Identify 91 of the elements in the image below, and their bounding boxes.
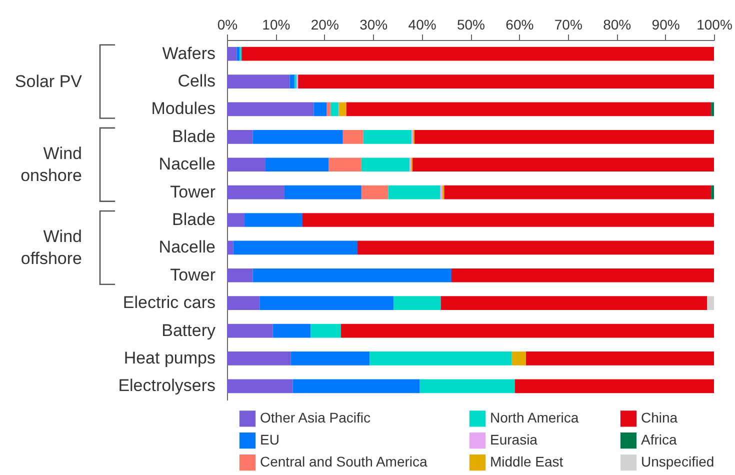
x-tick-label: 30%	[360, 16, 388, 32]
bar	[342, 130, 364, 144]
y-tick-label: Cells	[178, 72, 216, 91]
bar	[292, 379, 420, 394]
bar	[265, 158, 329, 172]
y-tick-label: Tower	[170, 182, 216, 202]
legend-label: Africa	[641, 432, 677, 448]
y-tick-label: Wafers	[162, 44, 216, 63]
text: Wind offshore	[20, 226, 82, 270]
x-tick-label: 40%	[408, 16, 436, 32]
legend-label: Other Asia Pacific	[260, 410, 370, 426]
bar	[252, 268, 452, 282]
bar	[388, 185, 440, 200]
legend-label: EU	[260, 432, 280, 448]
bar	[284, 185, 362, 200]
legend-label: Eurasia	[490, 432, 538, 448]
bar	[290, 352, 370, 366]
x-tick-label: 70%	[554, 16, 582, 32]
y-tick-label: Blade	[172, 210, 216, 229]
bar	[252, 130, 343, 144]
bar	[227, 74, 290, 88]
bar	[526, 352, 714, 366]
bar	[314, 102, 327, 116]
bar	[394, 296, 441, 310]
bar	[227, 158, 266, 172]
bar	[227, 324, 273, 338]
legend-label: Unspecified	[641, 454, 714, 470]
legend-label: Central and South America	[260, 454, 428, 470]
bar	[414, 130, 714, 144]
bar	[711, 102, 714, 116]
bar	[227, 268, 253, 282]
bar	[711, 185, 714, 200]
bar	[233, 240, 358, 255]
bar	[412, 158, 714, 172]
bar	[302, 213, 714, 227]
bar	[227, 185, 284, 200]
bar	[244, 213, 302, 227]
bar	[361, 185, 388, 200]
y-tick-label: Nacelle	[158, 154, 216, 174]
bar	[227, 46, 237, 61]
text: Solar PV	[14, 70, 82, 93]
y-tick-label: Nacelle	[158, 238, 216, 257]
legend-label: China	[641, 410, 678, 426]
x-tick-label: 10%	[262, 16, 290, 32]
bar	[310, 324, 341, 338]
y-tick-label: Electric cars	[122, 293, 216, 312]
text: Wind onshore	[20, 142, 82, 187]
bar	[227, 130, 253, 144]
bar	[339, 102, 346, 116]
bar	[227, 379, 293, 394]
legend-label: North America	[490, 410, 579, 426]
bar	[707, 296, 714, 310]
legend-label: Middle East	[490, 454, 564, 470]
bar	[328, 158, 362, 172]
bar	[420, 379, 515, 394]
bar	[358, 240, 714, 255]
x-tick-label: 90%	[652, 16, 680, 32]
bar	[260, 296, 394, 310]
y-tick-label: Battery	[162, 320, 216, 340]
bar	[242, 46, 714, 61]
bar	[514, 379, 714, 394]
bar	[361, 158, 410, 172]
bar	[512, 352, 526, 366]
y-tick-label: Modules	[151, 99, 216, 118]
x-tick-label: 0%	[217, 16, 238, 32]
bar	[227, 102, 314, 116]
bar	[272, 324, 311, 338]
x-tick-label: 20%	[310, 16, 339, 32]
bar	[370, 352, 512, 366]
bar	[363, 130, 412, 144]
bar	[227, 213, 245, 227]
x-tick-label: 50%	[456, 16, 486, 32]
x-tick-label: 80%	[603, 16, 632, 32]
bar	[298, 74, 714, 88]
bar	[227, 296, 260, 310]
bar	[330, 102, 339, 116]
bar	[340, 324, 714, 338]
bar	[236, 46, 240, 61]
bar	[227, 352, 291, 366]
bar	[290, 74, 295, 88]
bar	[346, 102, 712, 116]
y-tick-label: Electrolysers	[118, 376, 216, 396]
bar	[227, 240, 234, 255]
y-tick-label: Heat pumps	[124, 348, 216, 368]
y-tick-label: Blade	[172, 126, 216, 146]
x-tick-label: 60%	[506, 16, 534, 32]
bar	[452, 268, 714, 282]
x-tick-label: 100%	[696, 16, 732, 32]
bar	[444, 185, 712, 200]
y-tick-label: Tower	[170, 265, 216, 284]
bar	[440, 296, 708, 310]
